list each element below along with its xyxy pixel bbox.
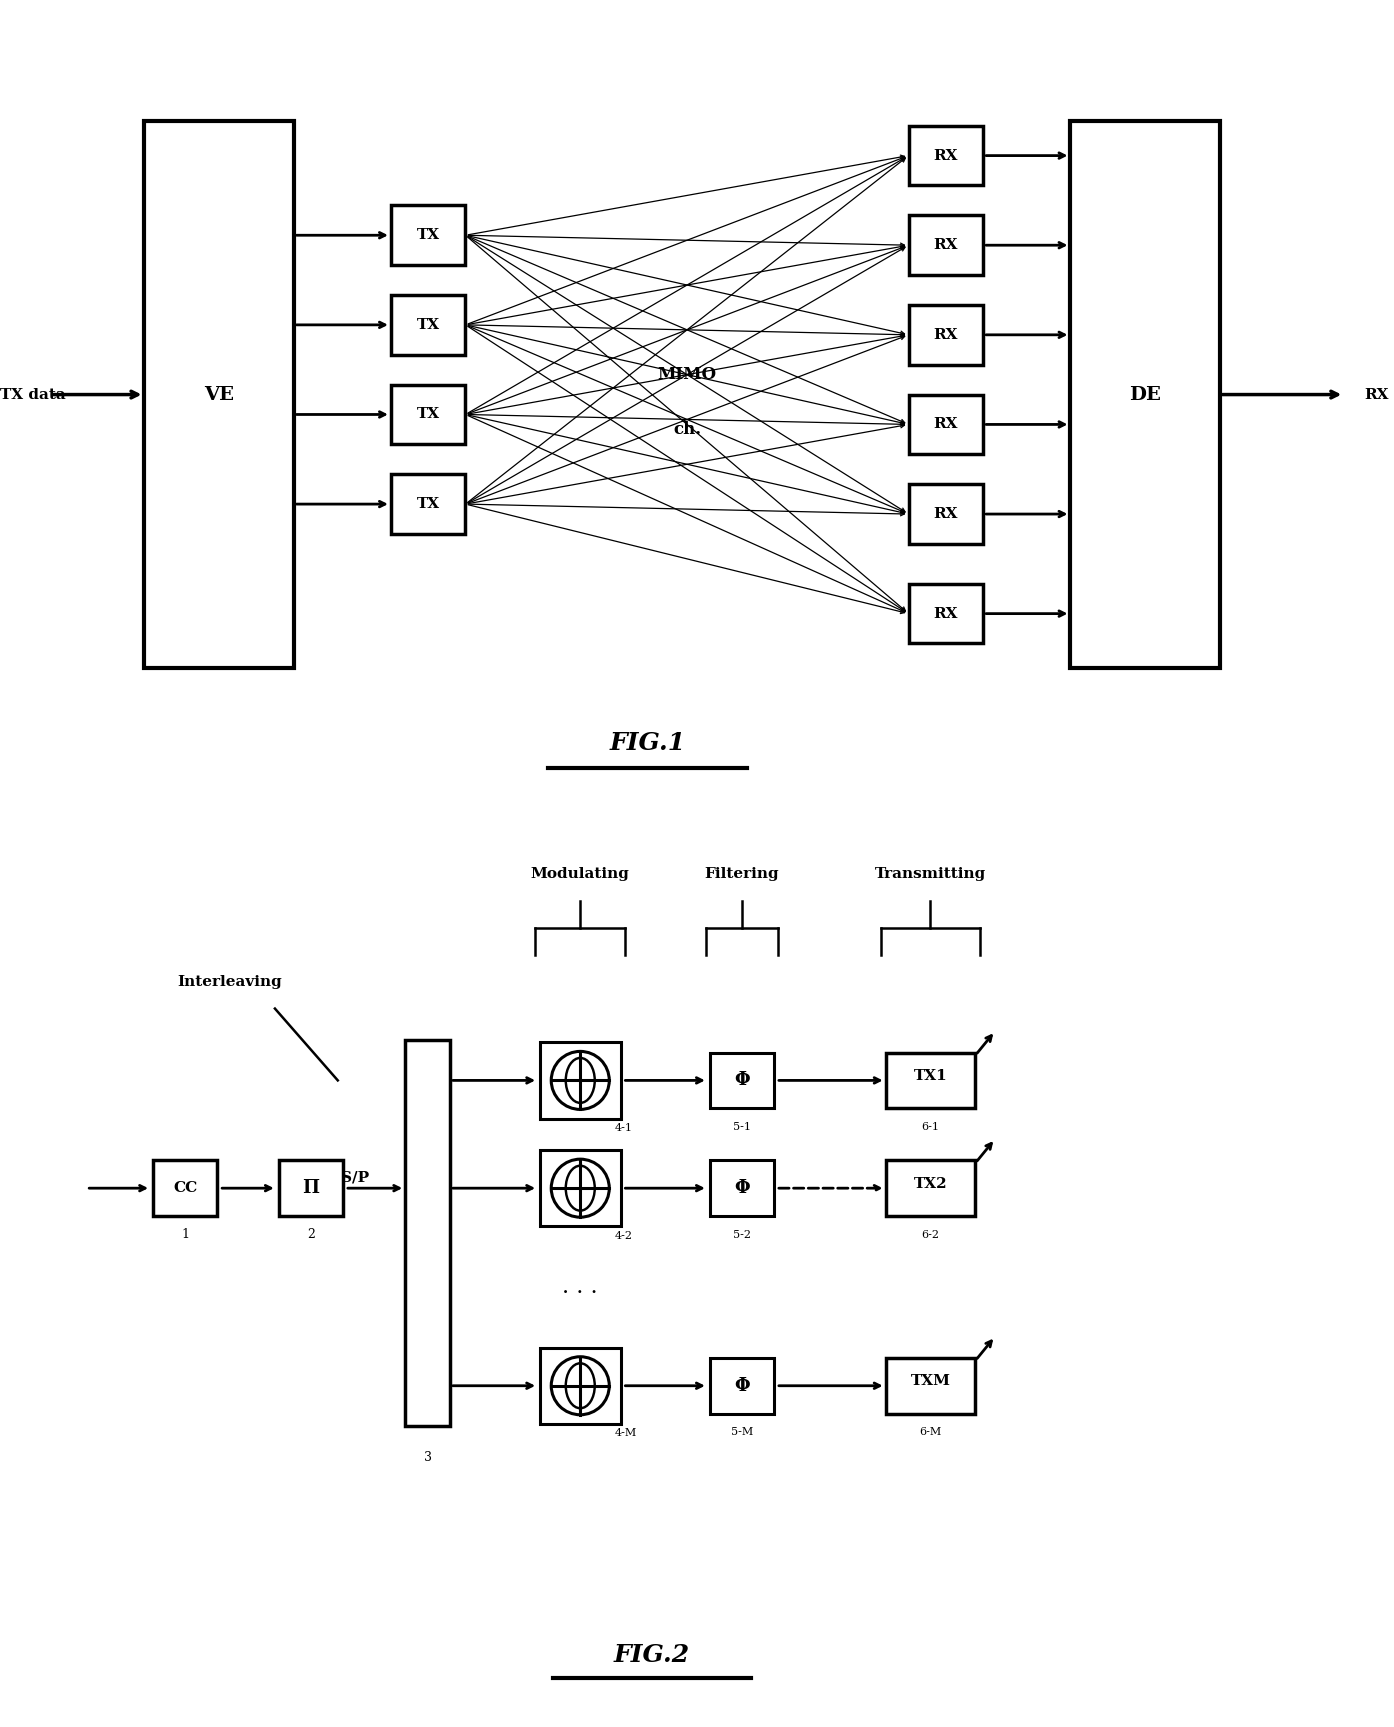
Bar — [406, 1040, 450, 1427]
Text: TX: TX — [417, 408, 439, 421]
Bar — [909, 484, 983, 544]
Text: Φ: Φ — [735, 1071, 750, 1090]
Bar — [390, 206, 466, 266]
Text: Interleaving: Interleaving — [177, 974, 283, 988]
Text: 4-M: 4-M — [615, 1428, 637, 1439]
Bar — [909, 126, 983, 185]
Bar — [885, 1052, 976, 1109]
Text: 4-1: 4-1 — [615, 1123, 633, 1133]
Bar — [153, 1161, 217, 1216]
Text: RX: RX — [934, 149, 958, 162]
Bar — [909, 216, 983, 275]
Text: TXM: TXM — [910, 1375, 951, 1389]
Text: TX: TX — [417, 228, 439, 242]
Bar — [390, 295, 466, 354]
Bar — [145, 121, 294, 668]
Bar — [539, 1150, 620, 1226]
Text: RX: RX — [934, 238, 958, 252]
Text: DE: DE — [1129, 385, 1161, 404]
Bar — [539, 1347, 620, 1423]
Bar — [390, 475, 466, 534]
Text: Φ: Φ — [735, 1376, 750, 1395]
Text: 6-M: 6-M — [920, 1428, 941, 1437]
Bar — [710, 1052, 774, 1109]
Text: 6-2: 6-2 — [921, 1230, 940, 1240]
Text: Φ: Φ — [735, 1180, 750, 1197]
Text: 4-2: 4-2 — [615, 1231, 633, 1240]
Text: TX data: TX data — [0, 387, 66, 402]
Text: Transmitting: Transmitting — [875, 867, 986, 881]
Text: S/P: S/P — [342, 1171, 369, 1185]
Text: CC: CC — [173, 1181, 197, 1195]
Bar — [279, 1161, 343, 1216]
Bar — [909, 584, 983, 644]
Text: RX: RX — [934, 606, 958, 620]
Bar — [885, 1161, 976, 1216]
Text: . . .: . . . — [562, 1276, 598, 1299]
Text: 2: 2 — [307, 1228, 315, 1242]
Text: 5-1: 5-1 — [733, 1123, 751, 1133]
Bar — [885, 1357, 976, 1414]
Bar — [710, 1357, 774, 1414]
Text: VE: VE — [204, 385, 234, 404]
Bar — [390, 385, 466, 444]
Text: Π: Π — [302, 1180, 319, 1197]
Bar — [710, 1161, 774, 1216]
Bar — [909, 394, 983, 454]
Text: MIMO: MIMO — [658, 366, 717, 383]
Text: 5-M: 5-M — [730, 1428, 753, 1437]
Text: Modulating: Modulating — [531, 867, 630, 881]
Text: RX: RX — [934, 418, 958, 432]
Text: TX1: TX1 — [913, 1069, 948, 1083]
Text: RX: RX — [934, 508, 958, 522]
Bar — [909, 306, 983, 364]
Text: RX: RX — [934, 328, 958, 342]
Text: RX: RX — [1365, 387, 1388, 402]
Text: 1: 1 — [181, 1228, 190, 1242]
Text: FIG.1: FIG.1 — [609, 731, 686, 755]
Text: ch.: ch. — [673, 421, 701, 439]
Text: 5-2: 5-2 — [733, 1230, 751, 1240]
Text: TX: TX — [417, 497, 439, 511]
Bar — [1071, 121, 1220, 668]
Text: TX2: TX2 — [913, 1176, 948, 1190]
Bar — [539, 1041, 620, 1119]
Text: 3: 3 — [424, 1451, 432, 1464]
Text: Filtering: Filtering — [704, 867, 779, 881]
Text: TX: TX — [417, 318, 439, 332]
Text: FIG.2: FIG.2 — [613, 1642, 690, 1667]
Text: 6-1: 6-1 — [921, 1123, 940, 1133]
